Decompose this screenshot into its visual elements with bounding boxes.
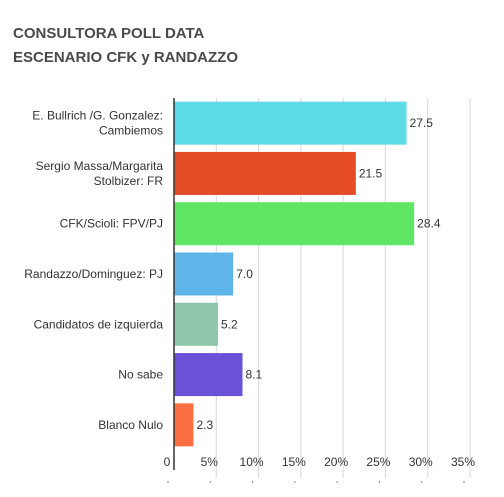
category-label: Blanco Nulo [98, 418, 163, 432]
x-tick-label: 5% [201, 455, 219, 469]
value-label: 8.1 [246, 368, 263, 382]
chart-title-line-2: ESCENARIO CFK y RANDAZZO [13, 49, 239, 66]
bar [174, 101, 407, 145]
category-label-line: Sergio Massa/Margarita [36, 159, 164, 173]
x-tick-label: 25% [366, 455, 390, 469]
category-label-line: Blanco Nulo [98, 418, 163, 432]
x-tick-label: 15% [282, 455, 306, 469]
category-label-line: Cambiemos [99, 124, 163, 138]
value-label: 27.5 [410, 116, 434, 130]
chart-title-line-1: CONSULTORA POLL DATA [13, 25, 205, 42]
chart-title: CONSULTORA POLL DATA ESCENARIO CFK y RAN… [13, 22, 238, 70]
x-tick-label: 10% [240, 455, 264, 469]
bar [174, 353, 243, 397]
value-label: 2.3 [196, 418, 213, 432]
x-tick-label: 30% [409, 455, 433, 469]
category-label-line: E. Bullrich /G. Gonzalez: [32, 109, 163, 123]
x-tick-label: 20% [324, 455, 348, 469]
category-label-line: Stolbizer: FR [94, 174, 164, 188]
value-label: 7.0 [236, 267, 253, 281]
x-tick-label: 0 [164, 455, 171, 469]
x-tick-label: 35% [451, 455, 475, 469]
category-label: E. Bullrich /G. Gonzalez: Cambiemos [32, 109, 163, 138]
value-label: 21.5 [359, 166, 383, 180]
category-label: Sergio Massa/Margarita Stolbizer: FR [36, 159, 164, 188]
bar [174, 151, 356, 195]
category-label: No sabe [118, 368, 163, 382]
category-label-line: No sabe [118, 368, 163, 382]
value-label: 5.2 [221, 317, 238, 331]
category-label: Randazzo/Dominguez: PJ [24, 267, 163, 281]
bar [174, 202, 415, 246]
bar [174, 252, 234, 296]
bar [174, 403, 194, 447]
category-label: Candidatos de izquierda [34, 317, 164, 331]
category-label: CFK/Scioli: FPV/PJ [60, 217, 163, 231]
category-label-line: Randazzo/Dominguez: PJ [24, 267, 163, 281]
value-label: 28.4 [417, 217, 441, 231]
category-label-line: CFK/Scioli: FPV/PJ [60, 217, 163, 231]
bar [174, 302, 218, 346]
category-label-line: Candidatos de izquierda [34, 317, 164, 331]
